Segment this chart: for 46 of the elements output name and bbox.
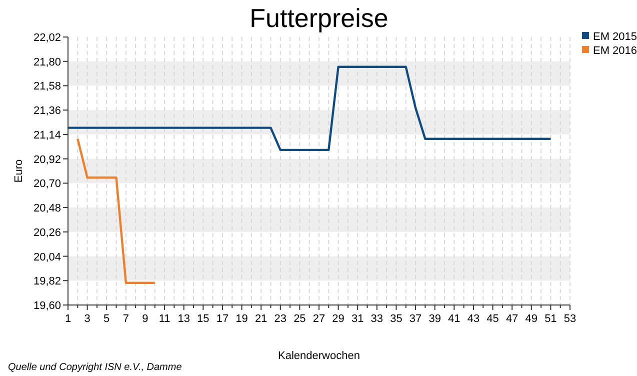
y-tick-label: 21,58 — [33, 80, 61, 93]
x-tick-label: 43 — [467, 313, 480, 325]
x-tick-label: 41 — [448, 313, 460, 325]
x-tick-label: 5 — [104, 313, 110, 325]
x-tick-label: 47 — [506, 313, 518, 325]
x-tick-label: 51 — [544, 313, 557, 325]
x-tick-label: 25 — [294, 313, 306, 325]
x-tick-label: 35 — [390, 313, 402, 325]
y-tick-label: 19,60 — [33, 300, 61, 312]
x-tick-label: 17 — [216, 313, 229, 325]
x-tick-label: 29 — [332, 313, 344, 325]
x-tick-label: 31 — [351, 313, 364, 325]
y-tick-label: 21,36 — [33, 105, 61, 118]
x-tick-label: 15 — [197, 313, 210, 325]
x-tick-label: 53 — [564, 313, 576, 325]
y-tick-label: 21,80 — [33, 56, 61, 68]
source-note: Quelle und Copyright ISN e.V., Damme — [8, 362, 182, 373]
x-tick-label: 21 — [254, 313, 268, 325]
y-tick-label: 19,82 — [33, 276, 61, 288]
x-tick-label: 49 — [525, 313, 538, 325]
y-tick-label: 20,48 — [33, 202, 61, 215]
x-tick-label: 19 — [236, 313, 248, 325]
x-tick-label: 7 — [122, 313, 129, 325]
x-tick-label: 37 — [409, 313, 422, 325]
x-tick-label: 39 — [428, 313, 441, 325]
y-tick-label: 20,92 — [33, 154, 61, 166]
x-tick-label: 11 — [158, 313, 170, 325]
x-axis-title: Kalenderwochen — [278, 350, 360, 362]
y-tick-label: 20,70 — [33, 178, 61, 190]
x-tick-label: 45 — [486, 313, 499, 325]
x-tick-label: 27 — [312, 313, 326, 325]
x-tick-label: 9 — [142, 313, 148, 325]
line-series — [66, 66, 552, 152]
x-tick-label: 13 — [178, 313, 190, 325]
x-tick-label: 3 — [84, 313, 90, 325]
y-tick-label: 20,04 — [33, 251, 61, 264]
y-tick-label: 20,26 — [33, 226, 61, 239]
y-tick-label: 21,14 — [33, 129, 61, 142]
y-tick-label: 22,02 — [33, 32, 61, 44]
legend-label: EM 2015 — [593, 31, 637, 43]
y-axis-title: Euro — [13, 159, 25, 183]
x-tick-label: 33 — [370, 313, 384, 325]
legend-label: EM 2016 — [593, 45, 637, 57]
x-tick-label: 23 — [274, 313, 287, 325]
x-tick-label: 1 — [64, 313, 72, 325]
chart-title: Futterpreise — [250, 3, 388, 33]
